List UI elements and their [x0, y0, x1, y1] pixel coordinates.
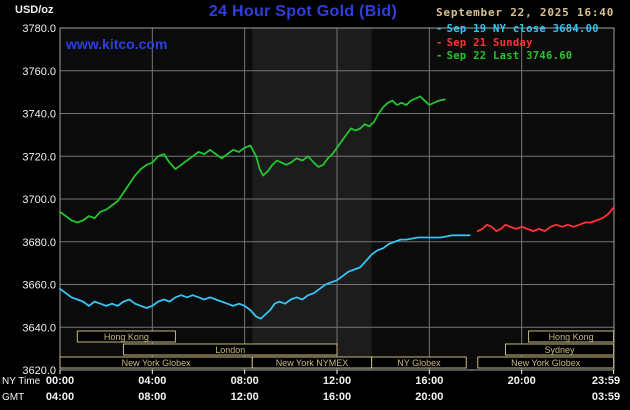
y-tick-label: 3680.0: [22, 237, 56, 249]
y-tick-label: 3620.0: [22, 365, 56, 377]
session-label: London: [215, 345, 245, 355]
x-tick-label-ny: 08:00: [231, 375, 259, 387]
legend-item: - Sep 21 Sunday: [436, 37, 599, 51]
session-label: NY Globex: [397, 358, 441, 368]
gmt-axis-label: GMT: [2, 392, 24, 403]
legend-swatch-dash: -: [436, 23, 443, 35]
session-box: [371, 356, 467, 369]
x-tick-label-ny: 00:00: [46, 375, 74, 387]
x-tick-label-gmt: 04:00: [46, 391, 74, 403]
session-label: New York NYMEX: [276, 358, 349, 368]
ny-time-axis-label: NY Time: [2, 376, 41, 387]
y-tick-label: 3700.0: [22, 194, 56, 206]
series-line: [59, 234, 471, 320]
session-label: New York Globex: [511, 358, 581, 368]
x-tick-label-ny: 04:00: [138, 375, 166, 387]
series-line: [59, 95, 446, 224]
session-box: [505, 343, 615, 356]
x-tick-label-ny: 16:00: [415, 375, 443, 387]
datetime-label: September 22, 2025 16:40: [436, 6, 615, 19]
legend-label: Sep 19 NY close 3684.00: [446, 23, 599, 35]
kitco-link[interactable]: www.kitco.com: [66, 36, 168, 52]
x-tick-label-ny: 23:59: [592, 375, 620, 387]
session-label: New York Globex: [122, 358, 192, 368]
legend-swatch-dash: -: [436, 36, 443, 49]
y-tick-label: 3780.0: [22, 23, 56, 35]
session-label: Sydney: [545, 345, 576, 355]
legend-label: Sep 21 Sunday: [446, 36, 533, 49]
x-tick-label-ny: 20:00: [508, 375, 536, 387]
session-label: Hong Kong: [104, 332, 149, 342]
session-box: [76, 330, 176, 343]
x-tick-label-gmt: 12:00: [231, 391, 259, 403]
session-box: [528, 330, 615, 343]
y-tick-label: 3740.0: [22, 109, 56, 121]
x-tick-label-gmt: 03:59: [592, 391, 620, 403]
session-box: [477, 356, 615, 369]
x-tick-label-gmt: 08:00: [138, 391, 166, 403]
y-tick-label: 3760.0: [22, 66, 56, 78]
legend: - Sep 19 NY close 3684.00- Sep 21 Sunday - S…: [436, 23, 599, 64]
page-title: 24 Hour Spot Gold (Bid): [208, 3, 398, 20]
x-tick-label-gmt: 16:00: [323, 391, 351, 403]
legend-item: - Sep 22 Last 3746.60: [436, 50, 599, 64]
session-label: Hong Kong: [549, 332, 594, 342]
series-line: [476, 206, 615, 233]
legend-swatch-dash: -: [436, 50, 443, 62]
session-box: [122, 343, 338, 356]
x-tick-label-ny: 12:00: [323, 375, 351, 387]
x-tick-label-gmt: 20:00: [415, 391, 443, 403]
legend-item: - Sep 19 NY close 3684.00: [436, 23, 599, 37]
y-tick-label: 3640.0: [22, 322, 56, 334]
legend-label: Sep 22 Last 3746.60: [446, 50, 573, 62]
y-tick-label: 3720.0: [22, 151, 56, 163]
y-tick-label: 3660.0: [22, 280, 56, 292]
units-label: USD/oz: [15, 4, 54, 16]
